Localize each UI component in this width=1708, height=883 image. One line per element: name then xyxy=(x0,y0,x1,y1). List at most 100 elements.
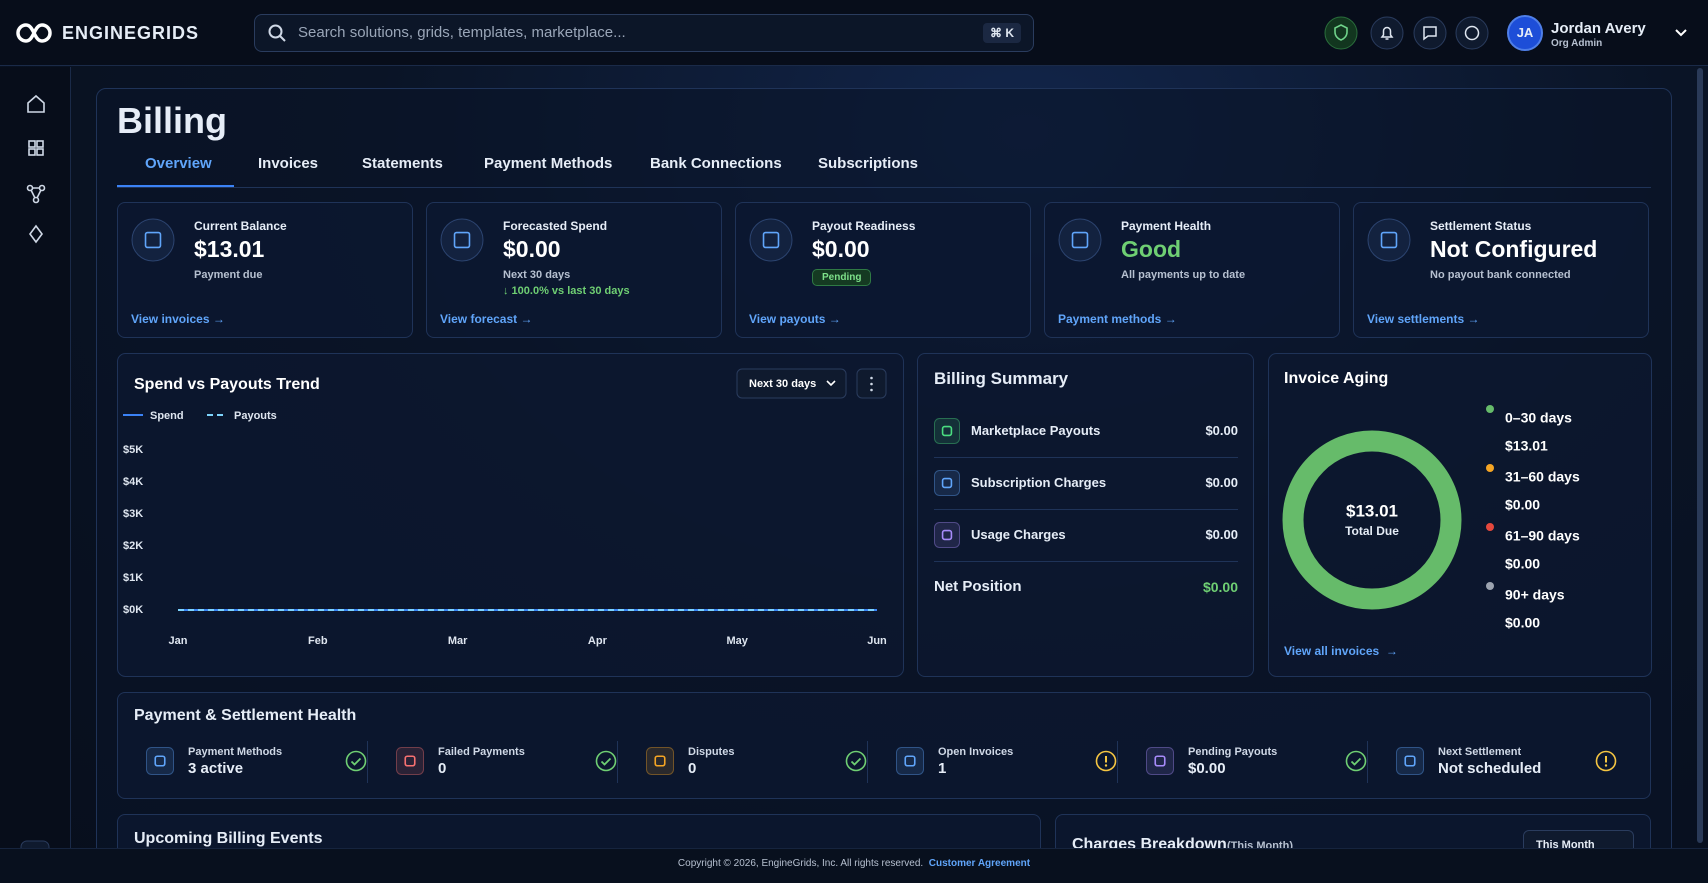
tab[interactable]: Payment Methods xyxy=(484,155,613,172)
summary-value: $0.00 xyxy=(1205,527,1238,542)
net-value: $0.00 xyxy=(1202,579,1238,595)
status-dot xyxy=(1604,764,1608,767)
icon-glyph xyxy=(654,755,666,767)
summary-label: Subscription Charges xyxy=(971,475,1107,490)
kpi-sub: No payout bank connected xyxy=(1430,269,1571,281)
agreement-link[interactable]: Customer Agreement xyxy=(928,858,1031,869)
health-icon xyxy=(1396,747,1424,775)
health-status xyxy=(595,750,617,772)
donut-center-label: Total Due xyxy=(1345,524,1399,538)
menu-dot xyxy=(870,382,873,386)
icon-bg xyxy=(896,747,924,775)
sidebar-nav[interactable] xyxy=(24,92,48,252)
icon-bg xyxy=(131,218,175,262)
user-menu-chevron[interactable] xyxy=(1674,28,1688,38)
y-tick-label: $0K xyxy=(123,604,143,616)
chart-title: Spend vs Payouts Trend xyxy=(134,376,320,393)
health-status xyxy=(1095,750,1117,772)
copyright: Copyright © 2026, EngineGrids, Inc. All … xyxy=(677,858,924,869)
health-status xyxy=(1345,750,1367,772)
health-label: Failed Payments xyxy=(438,746,525,758)
icon-glyph xyxy=(941,529,953,541)
icon-bg xyxy=(934,470,960,496)
net-label: Net Position xyxy=(934,578,1022,595)
tab[interactable]: Overview xyxy=(145,155,212,172)
legend-value: $0.00 xyxy=(1505,615,1540,631)
summary-icon xyxy=(934,522,960,548)
aging-panel: Invoice Aging 0–30 days $13.01 31–60 days $0… xyxy=(1268,353,1652,677)
kpi-icon xyxy=(440,218,484,262)
health-icon xyxy=(896,747,924,775)
icon-glyph xyxy=(144,231,162,249)
brand: ENGINEGRIDS xyxy=(62,23,200,43)
kpi-link[interactable]: View invoices → xyxy=(131,312,225,326)
health-status xyxy=(345,750,367,772)
icon-bg xyxy=(1058,218,1102,262)
tab[interactable]: Invoices xyxy=(258,155,319,172)
kpi-trend: ↓ 100.0% vs last 30 days xyxy=(503,285,630,297)
summary-value: $0.00 xyxy=(1205,423,1238,438)
summary-title: Billing Summary xyxy=(934,369,1069,388)
x-tick-label: May xyxy=(726,635,748,647)
status-ring xyxy=(1345,750,1367,772)
search-box[interactable] xyxy=(254,14,1034,52)
kpi-link[interactable]: View settlements → xyxy=(1367,312,1480,326)
health-label: Next Settlement xyxy=(1438,746,1522,758)
avatar[interactable]: JA xyxy=(1507,15,1543,51)
icon-glyph xyxy=(1404,755,1416,767)
health-icon xyxy=(146,747,174,775)
x-tick-label: Jun xyxy=(867,635,887,647)
status-check xyxy=(350,757,362,766)
kpi-label: Current Balance xyxy=(194,219,287,233)
legend-label: 61–90 days xyxy=(1505,528,1580,544)
status-check xyxy=(850,757,862,766)
kpi-value: Good xyxy=(1121,236,1182,262)
status-ring xyxy=(595,750,617,772)
kpi-value: Not Configured xyxy=(1430,236,1598,262)
legend-dot xyxy=(1486,582,1494,590)
icon-bg xyxy=(440,218,484,262)
health-icon xyxy=(396,747,424,775)
range-label: Next 30 days xyxy=(749,378,816,390)
x-tick-label: Feb xyxy=(308,635,328,647)
icon-bg xyxy=(934,522,960,548)
icon-bg xyxy=(934,418,960,444)
aging-link[interactable]: View all invoices → xyxy=(1284,644,1398,658)
health-divider xyxy=(367,741,368,783)
footer-text: Copyright © 2026, EngineGrids, Inc. All … xyxy=(0,858,1708,869)
shortcut: ⌘ K xyxy=(983,23,1021,43)
y-tick-label: $4K xyxy=(123,476,143,488)
legend-dot xyxy=(1486,523,1494,531)
icon-glyph xyxy=(1154,755,1166,767)
search-placeholder: Search solutions, grids, templates, mark… xyxy=(298,24,626,41)
donut-center-value: $13.01 xyxy=(1346,501,1398,520)
tab[interactable]: Statements xyxy=(362,155,443,172)
health-icon xyxy=(646,747,674,775)
header-actions xyxy=(1324,16,1489,50)
icon-bg xyxy=(1396,747,1424,775)
kpi-link[interactable]: Payment methods → xyxy=(1058,312,1177,326)
range-select[interactable] xyxy=(736,368,847,399)
legend-dot xyxy=(1486,464,1494,472)
kpi-link[interactable]: View forecast → xyxy=(440,312,533,326)
range-chevron xyxy=(826,380,836,387)
scrollbar[interactable] xyxy=(1697,68,1703,843)
icon-glyph xyxy=(404,755,416,767)
menu-dot xyxy=(870,376,873,380)
health-value: 1 xyxy=(938,760,947,777)
health-divider xyxy=(867,741,868,783)
tab[interactable]: Bank Connections xyxy=(650,155,782,172)
health-value: Not scheduled xyxy=(1438,760,1542,777)
icon-bg xyxy=(1367,218,1411,262)
tab-rule xyxy=(117,187,1651,188)
kpi-link[interactable]: View payouts → xyxy=(749,312,841,326)
icon-bg xyxy=(396,747,424,775)
health-label: Payment Methods xyxy=(188,746,283,758)
icon-bg xyxy=(646,747,674,775)
status-ring xyxy=(1595,750,1617,772)
health-status xyxy=(1595,750,1617,772)
logo-icon xyxy=(16,23,52,43)
tab[interactable]: Subscriptions xyxy=(818,155,919,172)
legend-label: 90+ days xyxy=(1505,587,1565,603)
